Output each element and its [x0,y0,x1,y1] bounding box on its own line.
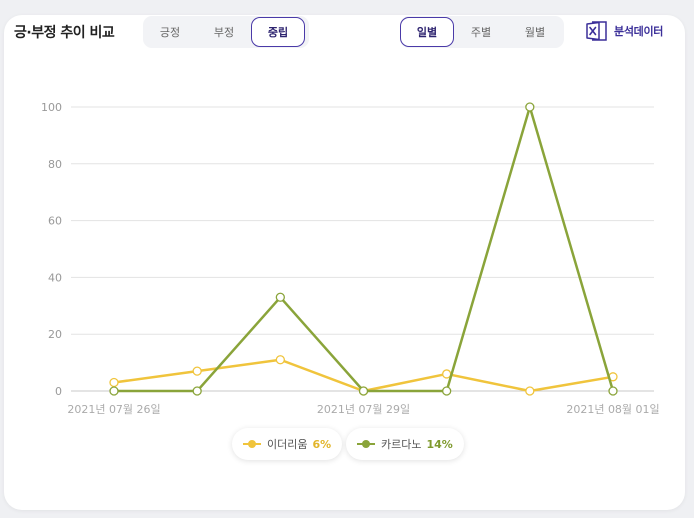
data-point[interactable] [192,386,202,396]
legend-label-ethereum: 이더리움 [267,438,308,451]
excel-icon [586,21,607,41]
series-line-0 [113,358,614,393]
data-point[interactable] [442,386,452,396]
export-label: 분석데이터 [614,25,664,38]
x-tick-label: 2021년 07월 26일 [67,402,160,416]
tab-neutral[interactable]: 중립 [251,17,305,47]
page-title: 긍·부정 추이 비교 [14,25,115,41]
legend-swatch-ethereum [243,439,261,449]
tab-monthly[interactable]: 월별 [524,26,546,39]
series-line-1 [114,105,615,393]
legend-swatch-cardano [357,439,375,449]
period-tabs: 일별 주별 월별 [400,16,564,48]
data-point[interactable] [275,355,285,365]
y-tick-label: 40 [48,271,62,284]
tab-daily[interactable]: 일별 [400,17,454,47]
legend-label-cardano: 카르다노 [381,438,422,451]
data-point[interactable] [358,386,369,396]
data-point[interactable] [525,386,535,396]
tab-weekly[interactable]: 주별 [470,26,492,39]
data-point[interactable] [442,369,452,379]
tab-positive[interactable]: 긍정 [159,26,181,39]
legend-item-ethereum[interactable]: 이더리움 6% [232,428,343,460]
series-group [109,102,618,396]
y-tick-label: 20 [48,328,62,341]
grid [71,106,654,392]
y-tick-label: 100 [41,101,62,114]
y-tick-label: 0 [55,385,62,398]
data-point[interactable] [192,366,202,376]
y-tick-label: 80 [48,158,62,171]
tab-negative[interactable]: 부정 [213,26,235,39]
x-axis-ticks: 2021년 07월 26일 2021년 07월 29일 2021년 08월 01일 [67,402,659,416]
data-point[interactable] [109,386,119,396]
legend-percent-cardano: 14% [426,437,453,451]
data-point[interactable] [275,292,285,302]
legend-percent-ethereum: 6% [312,437,332,451]
data-point[interactable] [525,102,535,112]
chart-card [4,15,685,510]
y-tick-label: 60 [48,215,62,228]
x-tick-label: 2021년 07월 29일 [317,402,410,416]
y-axis-ticks: 0 20 40 60 80 100 [41,101,62,398]
sentiment-tabs: 긍정 부정 중립 [143,16,309,48]
legend-item-cardano[interactable]: 카르다노 14% [346,428,464,460]
data-point[interactable] [608,386,618,396]
data-point[interactable] [109,377,119,388]
x-tick-label: 2021년 08월 01일 [566,402,659,416]
export-data-button[interactable]: 분석데이터 [586,20,663,42]
